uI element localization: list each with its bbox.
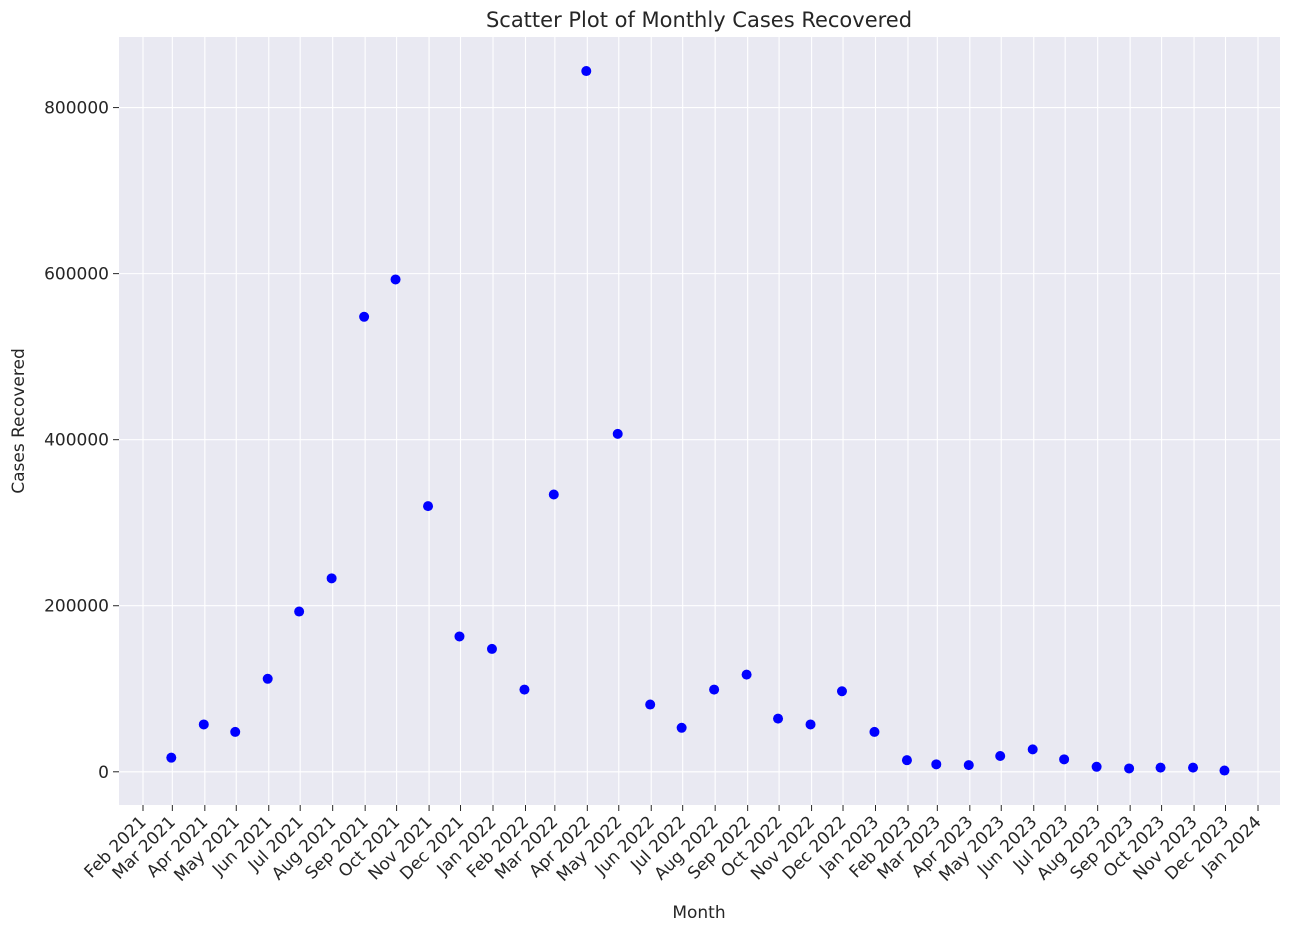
grid-lines bbox=[119, 37, 1280, 805]
data-point bbox=[995, 751, 1006, 762]
data-point bbox=[676, 722, 687, 733]
data-point bbox=[581, 66, 592, 77]
data-point bbox=[294, 606, 305, 617]
data-point bbox=[423, 501, 434, 512]
plot-area bbox=[119, 37, 1280, 805]
data-point bbox=[931, 759, 942, 770]
data-point bbox=[869, 726, 880, 737]
data-point bbox=[1155, 762, 1166, 773]
data-point bbox=[519, 684, 530, 695]
chart-title: Scatter Plot of Monthly Cases Recovered bbox=[486, 8, 912, 32]
data-point bbox=[836, 686, 847, 697]
data-points bbox=[166, 66, 1230, 776]
y-tick-label: 200000 bbox=[44, 597, 109, 617]
data-point bbox=[1059, 754, 1070, 765]
data-point bbox=[262, 673, 273, 684]
data-point bbox=[198, 719, 209, 730]
data-point bbox=[166, 752, 177, 763]
y-tick-label: 800000 bbox=[44, 99, 109, 119]
data-point bbox=[805, 719, 816, 730]
y-tick-label: 600000 bbox=[44, 265, 109, 285]
data-point bbox=[359, 311, 370, 322]
data-point bbox=[612, 428, 623, 439]
data-point bbox=[1219, 765, 1230, 776]
data-point bbox=[963, 760, 974, 771]
data-point bbox=[454, 631, 465, 642]
data-point bbox=[1188, 762, 1199, 773]
data-point bbox=[390, 274, 401, 285]
data-point bbox=[230, 726, 241, 737]
data-point bbox=[1091, 761, 1102, 772]
y-axis-ticks: 0 200000 400000 600000 800000 bbox=[44, 99, 119, 783]
y-tick-label: 0 bbox=[98, 763, 109, 783]
data-point bbox=[548, 489, 559, 500]
data-point bbox=[1027, 744, 1038, 755]
data-point bbox=[901, 755, 912, 766]
y-tick-label: 400000 bbox=[44, 431, 109, 451]
data-point bbox=[486, 643, 497, 654]
data-point bbox=[773, 713, 784, 724]
y-axis-label: Cases Recovered bbox=[9, 348, 29, 494]
x-axis-label: Month bbox=[672, 903, 725, 923]
data-point bbox=[1124, 763, 1135, 774]
data-point bbox=[709, 684, 720, 695]
data-point bbox=[645, 699, 656, 710]
data-point bbox=[326, 573, 337, 584]
data-point bbox=[741, 669, 752, 680]
